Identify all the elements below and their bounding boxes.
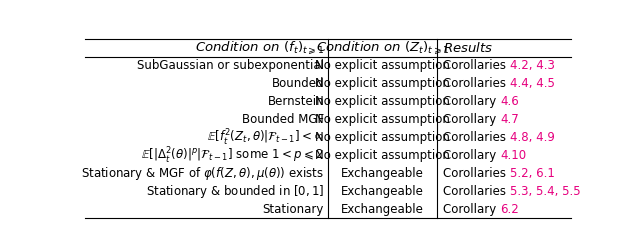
Text: $\mathit{Condition\ on}\ \mathit{(Z_t)_{t \geqslant 1}}$: $\mathit{Condition\ on}\ \mathit{(Z_t)_{… xyxy=(316,40,449,56)
Text: No explicit assumption: No explicit assumption xyxy=(315,95,450,108)
Text: Corollaries: Corollaries xyxy=(443,167,510,180)
Text: 4.4, 4.5: 4.4, 4.5 xyxy=(510,77,555,90)
Text: No explicit assumption: No explicit assumption xyxy=(315,149,450,162)
Text: No explicit assumption: No explicit assumption xyxy=(315,59,450,72)
Text: $\mathit{Condition\ on}\ \mathit{(f_t)_{t \geqslant 1}}$: $\mathit{Condition\ on}\ \mathit{(f_t)_{… xyxy=(195,40,324,56)
Text: $\mathbb{E}[f_t^2(Z_t,\theta)|\mathcal{F}_{t-1}] < \infty$: $\mathbb{E}[f_t^2(Z_t,\theta)|\mathcal{F… xyxy=(207,128,324,148)
Text: No explicit assumption: No explicit assumption xyxy=(315,77,450,90)
Text: 6.2: 6.2 xyxy=(500,203,519,216)
Text: Stationary & bounded in $[0,1]$: Stationary & bounded in $[0,1]$ xyxy=(146,183,324,200)
Text: Corollaries: Corollaries xyxy=(443,131,510,144)
Text: 4.10: 4.10 xyxy=(500,149,526,162)
Text: Corollary: Corollary xyxy=(443,113,500,126)
Text: No explicit assumption: No explicit assumption xyxy=(315,113,450,126)
Text: 4.8, 4.9: 4.8, 4.9 xyxy=(510,131,555,144)
Text: Exchangeable: Exchangeable xyxy=(341,185,424,198)
Text: Exchangeable: Exchangeable xyxy=(341,167,424,180)
Text: Bounded: Bounded xyxy=(271,77,324,90)
Text: No explicit assumption: No explicit assumption xyxy=(315,131,450,144)
Text: 4.7: 4.7 xyxy=(500,113,519,126)
Text: Bernstein: Bernstein xyxy=(268,95,324,108)
Text: $\mathit{Results}$: $\mathit{Results}$ xyxy=(443,41,493,55)
Text: Stationary & MGF of $\varphi(f(Z,\theta), \mu(\theta))$ exists: Stationary & MGF of $\varphi(f(Z,\theta)… xyxy=(81,165,324,182)
Text: 4.6: 4.6 xyxy=(500,95,519,108)
Text: Bounded MGF: Bounded MGF xyxy=(242,113,324,126)
Text: Corollary: Corollary xyxy=(443,203,500,216)
Text: 5.3, 5.4, 5.5: 5.3, 5.4, 5.5 xyxy=(510,185,580,198)
Text: 5.2, 6.1: 5.2, 6.1 xyxy=(510,167,555,180)
Text: Corollaries: Corollaries xyxy=(443,59,510,72)
Text: Corollaries: Corollaries xyxy=(443,77,510,90)
Text: $\mathbb{E}[|\Delta_t^2(\theta)|^p|\mathcal{F}_{t-1}]$ some $1 < p \leqslant 2$: $\mathbb{E}[|\Delta_t^2(\theta)|^p|\math… xyxy=(141,146,324,166)
Text: Corollary: Corollary xyxy=(443,95,500,108)
Text: Exchangeable: Exchangeable xyxy=(341,203,424,216)
Text: Corollaries: Corollaries xyxy=(443,185,510,198)
Text: 4.2, 4.3: 4.2, 4.3 xyxy=(510,59,555,72)
Text: Corollary: Corollary xyxy=(443,149,500,162)
Text: SubGaussian or subexponential: SubGaussian or subexponential xyxy=(137,59,324,72)
Text: Stationary: Stationary xyxy=(262,203,324,216)
